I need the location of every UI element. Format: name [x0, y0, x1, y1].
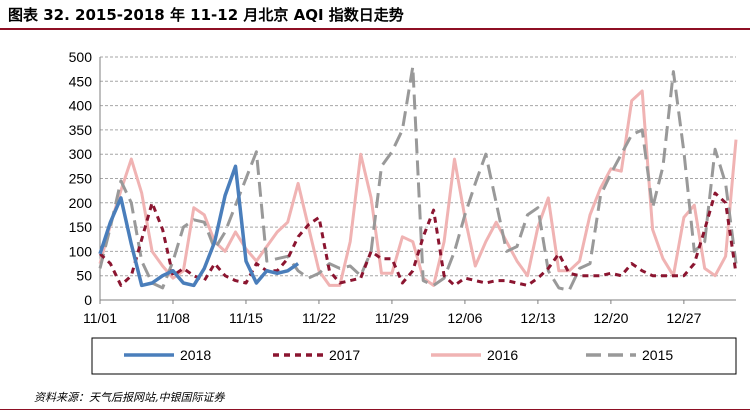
legend-label-2018: 2018: [180, 347, 211, 363]
legend: 2018 2017 2016 2015: [91, 337, 737, 375]
x-tick-label: 12/13: [520, 310, 555, 326]
chart-title: 图表 32. 2015-2018 年 11-12 月北京 AQI 指数日走势: [8, 6, 404, 24]
legend-box: [91, 337, 737, 375]
source-note: 资料来源：天气后报网站,中银国际证券: [34, 391, 225, 404]
x-tick-label: 11/29: [375, 310, 409, 326]
x-tick-label: 11/08: [156, 310, 190, 326]
y-tick-label: 400: [69, 98, 93, 114]
legend-label-2016: 2016: [487, 347, 518, 363]
x-tick-label: 11/15: [229, 310, 263, 326]
y-tick-labels: 0 50 100 150 200 250 300 350 400 450 500: [69, 49, 93, 308]
series-line-2018: [98, 164, 300, 288]
y-tick-label: 150: [69, 219, 93, 235]
series-line-2017: [98, 191, 738, 287]
title-rule: [0, 28, 750, 30]
x-tick-label: 11/22: [302, 310, 336, 326]
y-tick-label: 50: [76, 268, 92, 284]
x-tick-label: 12/06: [447, 310, 482, 326]
legend-label-2017: 2017: [329, 347, 360, 363]
bottom-rule: [0, 409, 750, 410]
y-tick-label: 500: [69, 49, 93, 65]
series-lines: [98, 65, 738, 292]
y-tick-label: 450: [69, 73, 93, 89]
y-tick-label: 250: [69, 171, 93, 187]
y-tick-label: 100: [69, 243, 93, 259]
x-tick-label: 11/01: [83, 310, 117, 326]
y-tick-label: 300: [69, 146, 93, 162]
series-line-2016: [98, 89, 738, 287]
x-tick-labels: 11/01 11/08 11/15 11/22 11/29 12/06 12/13 12/20…: [83, 310, 702, 326]
y-tick-label: 0: [84, 292, 92, 308]
series-line-2015: [98, 65, 738, 292]
x-tick-label: 12/20: [593, 310, 628, 326]
y-tick-label: 350: [69, 122, 93, 138]
legend-label-2015: 2015: [642, 347, 673, 363]
y-tick-label: 200: [69, 195, 93, 211]
x-tick-label: 12/27: [666, 310, 701, 326]
